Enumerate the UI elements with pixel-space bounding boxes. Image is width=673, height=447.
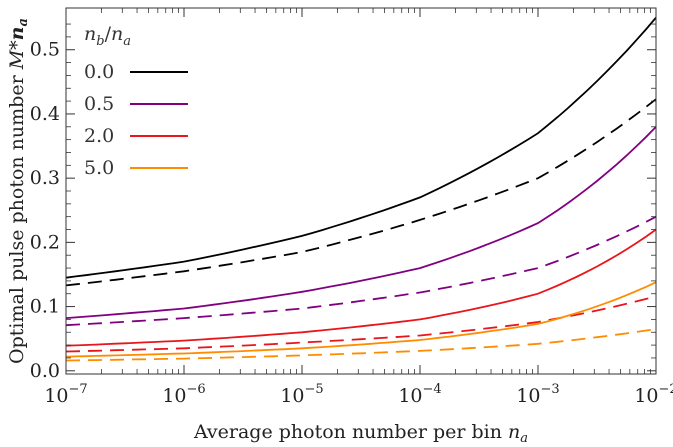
series-line-0-5-dashed — [65, 215, 657, 327]
series-line-0-0-solid — [65, 17, 657, 279]
x-axis-title: Average photon number per bin na — [193, 421, 528, 446]
series-line-0-5-solid — [65, 126, 657, 319]
series-line-2-0-solid — [65, 228, 657, 347]
x-tick-label: 10−2 — [634, 382, 673, 407]
tick-labels-layer: 10−7 10−6 10−5 10−4 10−3 10−2 0.0 0.1 0.2 0.3 0.4 0… — [30, 39, 673, 407]
legend-label: 5.0 — [84, 157, 114, 179]
x-tick-label: 10−6 — [162, 382, 205, 407]
series-line-5-0-solid — [65, 281, 657, 358]
legend-label: 0.5 — [84, 93, 114, 115]
x-axis-title-var: n — [508, 421, 520, 443]
legend-label: 2.0 — [84, 125, 114, 147]
series-line-2-0-dashed — [65, 295, 657, 353]
x-axis-title-text: Average photon number per bin — [193, 421, 508, 443]
x-tick-label: 10−4 — [398, 382, 441, 407]
legend: nb/na 0.0 0.5 2.0 5.0 — [84, 23, 188, 179]
x-tick-label: 10−5 — [280, 382, 323, 407]
ticks-layer — [65, 8, 657, 374]
y-axis-title: Optimal pulse photon number M*na — [6, 18, 31, 364]
x-tick-label: 10−7 — [44, 382, 87, 407]
x-tick-label: 10−3 — [516, 382, 559, 407]
y-tick-label: 0.5 — [30, 39, 60, 61]
y-tick-label: 0.2 — [30, 231, 60, 253]
y-tick-label: 0.1 — [30, 296, 60, 318]
y-axis-title-sub: a — [16, 18, 31, 26]
legend-label: 0.0 — [84, 61, 114, 83]
y-axis-title-var: M* — [6, 40, 28, 70]
y-tick-label: 0.0 — [30, 360, 60, 382]
y-axis-title-var2: n — [6, 27, 28, 41]
y-tick-label: 0.3 — [30, 167, 60, 189]
y-axis-title-text: Optimal pulse photon number — [6, 69, 28, 364]
series-line-5-0-dashed — [65, 328, 657, 362]
legend-title: nb/na — [84, 23, 131, 49]
series-layer — [65, 17, 657, 362]
y-tick-label: 0.4 — [30, 103, 60, 125]
x-axis-title-sub: a — [520, 431, 528, 446]
series-line-0-0-dashed — [65, 98, 657, 287]
